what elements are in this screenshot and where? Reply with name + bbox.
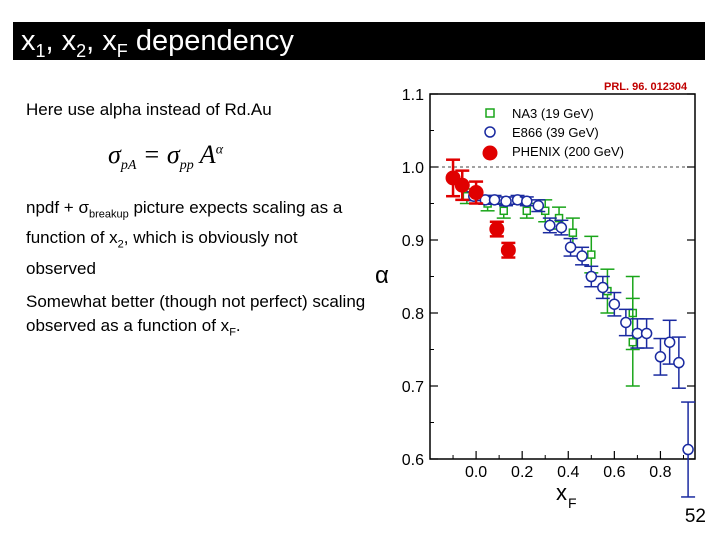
na3-point — [568, 228, 578, 237]
e866-point — [663, 336, 676, 348]
intro-text: Here use alpha instead of Rd.Au — [26, 100, 272, 119]
phenix-point — [445, 170, 461, 186]
x-tick-label: 0.0 — [465, 464, 487, 481]
e866-point — [500, 195, 512, 208]
scaling-formula: σpA = σpp Aα — [108, 140, 224, 174]
y-tick-label: 0.9 — [402, 233, 424, 250]
e866-point — [521, 195, 533, 208]
npdf-paragraph: npdf + σbreakup picture expects scaling … — [26, 198, 343, 278]
legend-label: PHENIX (200 GeV) — [512, 144, 624, 159]
na3-point — [603, 286, 612, 296]
e866-point — [585, 270, 598, 283]
na3-point — [483, 199, 492, 208]
legend-label: NA3 (19 GeV) — [512, 106, 594, 121]
e866-point — [608, 298, 621, 310]
citation: PRL. 96. 012304 — [604, 81, 688, 93]
y-tick-label: 1.0 — [402, 160, 424, 177]
e866-point — [532, 199, 545, 212]
e866-point — [488, 194, 501, 206]
na3-point — [554, 213, 564, 223]
na3-point — [628, 308, 638, 318]
e866-point — [640, 327, 653, 340]
y-tick-label: 0.7 — [402, 379, 424, 396]
e866-point — [682, 443, 694, 456]
e866-point — [631, 327, 644, 340]
na3-point — [628, 337, 638, 347]
phenix-point — [489, 221, 505, 237]
na3-point — [540, 206, 550, 216]
e866-point — [597, 281, 609, 294]
plot-frame — [429, 93, 696, 460]
na3-point — [462, 191, 472, 201]
e866-point — [673, 356, 685, 369]
e866-point — [544, 219, 556, 232]
e866-point — [620, 316, 632, 329]
x-tick-label: 0.2 — [511, 464, 533, 481]
e866-point — [576, 250, 588, 262]
legend-marker-e866 — [484, 126, 496, 138]
na3-point — [522, 206, 532, 216]
x-axis-label: x — [556, 480, 567, 505]
e866-point — [654, 351, 667, 363]
na3-point — [587, 250, 596, 259]
page-number: 52 — [684, 506, 706, 527]
phenix-point — [468, 185, 484, 201]
legend-marker-phenix — [482, 145, 498, 161]
e866-point — [555, 221, 568, 234]
phenix-point — [500, 242, 516, 258]
x-axis-label-sub: F — [568, 495, 577, 511]
legend-label: E866 (39 GeV) — [512, 125, 599, 140]
y-tick-label: 1.1 — [402, 87, 424, 104]
e866-point — [468, 190, 480, 202]
x-tick-label: 0.8 — [649, 464, 671, 481]
y-axis-label: α — [375, 262, 389, 289]
x-tick-label: 0.6 — [603, 464, 625, 481]
legend-marker-na3 — [485, 108, 495, 118]
na3-point — [499, 206, 508, 216]
xf-paragraph: Somewhat better (though not perfect) sca… — [26, 292, 366, 339]
slide-title: x1, x2, xF dependency — [13, 22, 705, 61]
phenix-point — [454, 177, 470, 193]
e866-point — [479, 194, 492, 206]
y-tick-label: 0.8 — [402, 306, 424, 323]
x-tick-label: 0.4 — [557, 464, 579, 481]
e866-point — [564, 241, 577, 254]
y-tick-label: 0.6 — [402, 452, 424, 469]
e866-point — [511, 194, 524, 206]
